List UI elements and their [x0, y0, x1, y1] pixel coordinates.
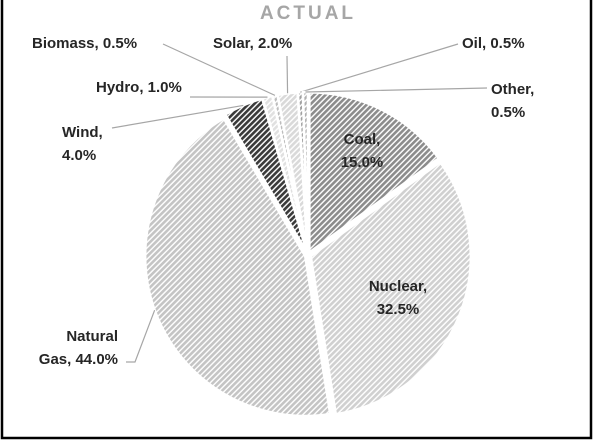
- label-line: Nuclear,: [369, 278, 427, 295]
- data-label: Hydro, 1.0%: [96, 79, 182, 96]
- data-label: Oil, 0.5%: [462, 35, 525, 52]
- label-line: Wind,: [62, 124, 103, 141]
- label-line: Gas, 44.0%: [39, 351, 118, 368]
- label-line: Coal,: [344, 131, 381, 148]
- leader-line: [126, 310, 156, 363]
- leader-line: [162, 43, 276, 96]
- leader-line: [300, 43, 459, 93]
- data-label: Other, 0.5%: [491, 81, 534, 121]
- label-line: Natural: [66, 328, 118, 345]
- label-line: 32.5%: [377, 301, 420, 318]
- pie-slice: [143, 116, 332, 418]
- data-label: Nuclear, 32.5%: [369, 278, 427, 318]
- data-label: Coal, 15.0%: [341, 131, 384, 171]
- label-line: 15.0%: [341, 154, 384, 171]
- leader-line: [286, 55, 289, 94]
- label-line: 0.5%: [491, 104, 525, 121]
- label-line: Other,: [491, 81, 534, 98]
- leader-line: [305, 87, 488, 93]
- data-label: Natural Gas, 44.0%: [39, 328, 118, 368]
- pie-slice: [308, 91, 441, 255]
- data-label: Wind, 4.0%: [62, 124, 103, 164]
- chart-title: ACTUAL: [260, 3, 356, 24]
- data-label: Solar, 2.0%: [213, 35, 292, 52]
- pie-slice: [309, 160, 472, 416]
- data-label: Biomass, 0.5%: [32, 35, 137, 52]
- leader-line: [111, 104, 244, 129]
- label-line: 4.0%: [62, 147, 96, 164]
